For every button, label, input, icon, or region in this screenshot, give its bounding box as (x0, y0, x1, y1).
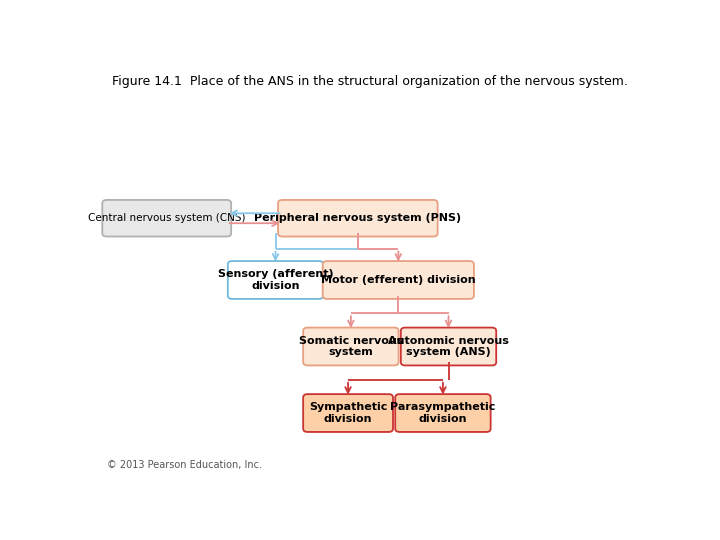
Text: Peripheral nervous system (PNS): Peripheral nervous system (PNS) (254, 213, 462, 223)
Text: © 2013 Pearson Education, Inc.: © 2013 Pearson Education, Inc. (107, 460, 262, 470)
Text: Motor (efferent) division: Motor (efferent) division (321, 275, 476, 285)
FancyBboxPatch shape (303, 328, 399, 366)
Text: Autonomic nervous
system (ANS): Autonomic nervous system (ANS) (388, 336, 509, 357)
Text: Central nervous system (CNS): Central nervous system (CNS) (88, 213, 246, 223)
Text: Parasympathetic
division: Parasympathetic division (390, 402, 495, 424)
FancyBboxPatch shape (323, 261, 474, 299)
Text: Sympathetic
division: Sympathetic division (309, 402, 387, 424)
FancyBboxPatch shape (102, 200, 231, 237)
Text: Figure 14.1  Place of the ANS in the structural organization of the nervous syst: Figure 14.1 Place of the ANS in the stru… (112, 75, 628, 88)
FancyBboxPatch shape (401, 328, 496, 366)
FancyBboxPatch shape (303, 394, 393, 432)
FancyBboxPatch shape (228, 261, 323, 299)
FancyBboxPatch shape (395, 394, 490, 432)
Text: Sensory (afferent)
division: Sensory (afferent) division (217, 269, 333, 291)
FancyBboxPatch shape (278, 200, 438, 237)
Text: Somatic nervous
system: Somatic nervous system (299, 336, 403, 357)
